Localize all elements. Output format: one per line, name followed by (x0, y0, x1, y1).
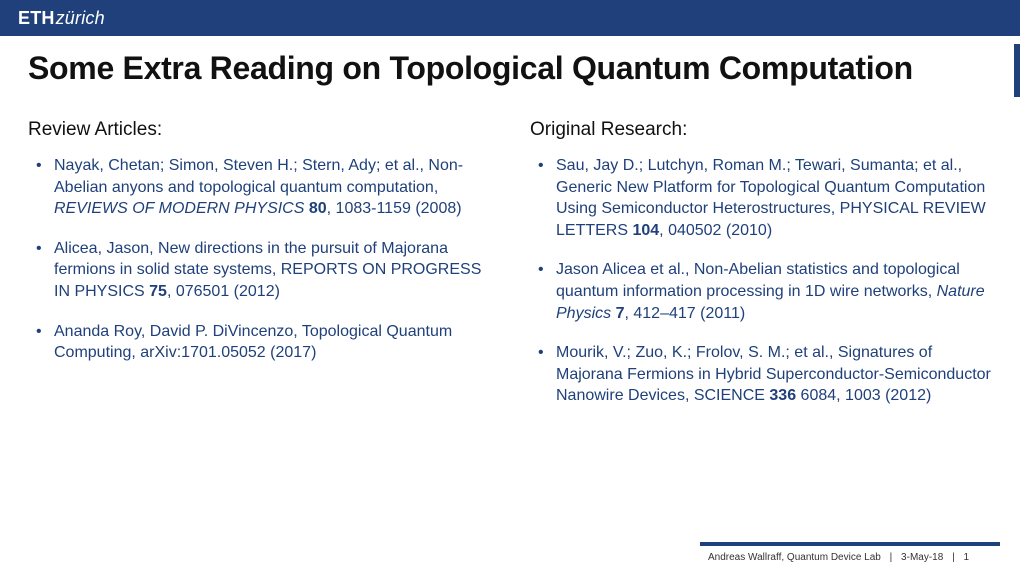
ref-vol: 80 (309, 200, 327, 217)
ref-journal: REVIEWS OF MODERN PHYSICS (54, 200, 309, 217)
ref-item: Alicea, Jason, New directions in the pur… (28, 238, 490, 303)
ref-text: Jason Alicea et al., Non-Abelian statist… (556, 261, 960, 300)
ref-item: Ananda Roy, David P. DiVincenzo, Topolog… (28, 321, 490, 364)
ref-vol: 75 (149, 283, 167, 300)
left-list: Nayak, Chetan; Simon, Steven H.; Stern, … (28, 155, 490, 364)
right-header: Original Research: (530, 119, 992, 141)
right-column: Original Research: Sau, Jay D.; Lutchyn,… (530, 119, 992, 425)
columns: Review Articles: Nayak, Chetan; Simon, S… (0, 97, 1020, 425)
ref-post: , 076501 (2012) (167, 283, 280, 300)
ref-text: Nayak, Chetan; Simon, Steven H.; Stern, … (54, 157, 463, 196)
ref-post: 6084, 1003 (2012) (796, 387, 931, 404)
footer-sep: | (890, 552, 893, 563)
ref-item: Mourik, V.; Zuo, K.; Frolov, S. M.; et a… (530, 342, 992, 407)
ref-text: Ananda Roy, David P. DiVincenzo, Topolog… (54, 323, 452, 362)
ref-item: Nayak, Chetan; Simon, Steven H.; Stern, … (28, 155, 490, 220)
ref-post: , 040502 (2010) (659, 222, 772, 239)
right-list: Sau, Jay D.; Lutchyn, Roman M.; Tewari, … (530, 155, 992, 407)
slide: ETHzürich Some Extra Reading on Topologi… (0, 0, 1020, 573)
title-wrap: Some Extra Reading on Topological Quantu… (0, 44, 1020, 97)
brand-bar: ETHzürich (0, 0, 1020, 36)
footer-page: 1 (963, 552, 969, 563)
footer-author: Andreas Wallraff, Quantum Device Lab (708, 552, 881, 563)
footer-date: 3-May-18 (901, 552, 943, 563)
brand-bold: ETH (18, 8, 55, 29)
ref-vol: 104 (632, 222, 659, 239)
ref-vol: 336 (769, 387, 796, 404)
ref-post: , 1083-1159 (2008) (327, 200, 462, 217)
footer-sep: | (952, 552, 955, 563)
brand-light: zürich (56, 8, 105, 29)
left-column: Review Articles: Nayak, Chetan; Simon, S… (28, 119, 490, 425)
footer: Andreas Wallraff, Quantum Device Lab | 3… (700, 542, 1000, 563)
ref-item: Sau, Jay D.; Lutchyn, Roman M.; Tewari, … (530, 155, 992, 241)
left-header: Review Articles: (28, 119, 490, 141)
ref-post: , 412–417 (2011) (624, 305, 745, 322)
slide-title: Some Extra Reading on Topological Quantu… (28, 50, 996, 87)
ref-item: Jason Alicea et al., Non-Abelian statist… (530, 259, 992, 324)
